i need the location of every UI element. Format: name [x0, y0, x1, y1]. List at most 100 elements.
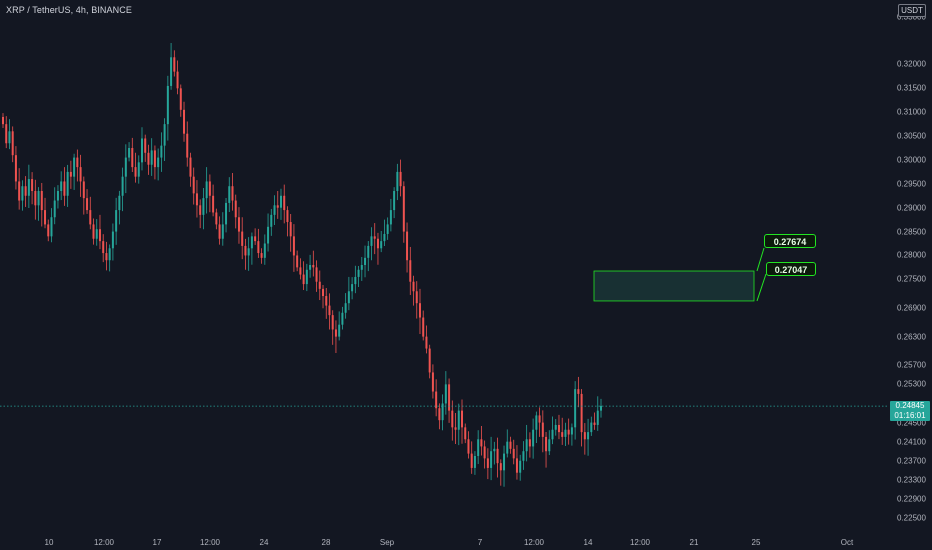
candle-body[interactable]: [47, 224, 50, 237]
symbol-title[interactable]: XRP / TetherUS, 4h, BINANCE: [6, 5, 132, 15]
candle-body[interactable]: [364, 257, 367, 265]
candle-body[interactable]: [163, 124, 166, 146]
candle-body[interactable]: [179, 88, 182, 110]
candle-body[interactable]: [496, 448, 499, 464]
candle-body[interactable]: [228, 186, 231, 203]
candle-body[interactable]: [493, 448, 496, 452]
candle-body[interactable]: [422, 317, 425, 337]
candle-body[interactable]: [86, 198, 89, 211]
candle-body[interactable]: [189, 157, 192, 177]
candle-body[interactable]: [334, 329, 337, 337]
candle-body[interactable]: [441, 403, 444, 421]
candle-body[interactable]: [208, 181, 211, 196]
candle-body[interactable]: [331, 315, 334, 330]
candle-body[interactable]: [399, 171, 402, 187]
candle-body[interactable]: [267, 226, 270, 244]
candle-body[interactable]: [486, 458, 489, 468]
candle-body[interactable]: [428, 348, 431, 373]
candle-body[interactable]: [283, 195, 286, 211]
candle-body[interactable]: [406, 231, 409, 261]
candle-body[interactable]: [69, 171, 72, 177]
price-range-box[interactable]: [593, 270, 755, 302]
candle-body[interactable]: [11, 131, 14, 156]
candle-body[interactable]: [409, 260, 412, 282]
candle-body[interactable]: [121, 176, 124, 196]
candle-body[interactable]: [522, 451, 525, 461]
candle-body[interactable]: [580, 393, 583, 433]
candle-body[interactable]: [95, 229, 98, 239]
candle-body[interactable]: [402, 186, 405, 232]
candle-body[interactable]: [473, 455, 476, 468]
candle-body[interactable]: [202, 198, 205, 215]
candle-body[interactable]: [221, 224, 224, 239]
candle-body[interactable]: [98, 229, 101, 242]
candle-body[interactable]: [396, 171, 399, 191]
candle-body[interactable]: [564, 429, 567, 437]
candle-body[interactable]: [160, 145, 163, 158]
candle-body[interactable]: [76, 157, 79, 168]
candle-body[interactable]: [173, 57, 176, 72]
candle-body[interactable]: [389, 210, 392, 225]
candle-body[interactable]: [477, 439, 480, 456]
candle-body[interactable]: [218, 224, 221, 239]
candle-body[interactable]: [73, 157, 76, 177]
candle-body[interactable]: [360, 265, 363, 270]
candle-body[interactable]: [131, 148, 134, 168]
candle-body[interactable]: [134, 167, 137, 177]
candle-body[interactable]: [53, 200, 56, 218]
candle-body[interactable]: [583, 432, 586, 440]
candle-body[interactable]: [115, 210, 118, 232]
candle-body[interactable]: [257, 241, 260, 254]
candle-body[interactable]: [312, 265, 315, 268]
candle-body[interactable]: [296, 255, 299, 268]
candle-body[interactable]: [535, 415, 538, 430]
candle-body[interactable]: [37, 190, 40, 206]
candle-body[interactable]: [199, 205, 202, 215]
candle-body[interactable]: [137, 162, 140, 177]
candle-body[interactable]: [5, 124, 8, 144]
candle-body[interactable]: [415, 291, 418, 304]
candle-body[interactable]: [519, 460, 522, 473]
candle-body[interactable]: [367, 245, 370, 258]
candle-body[interactable]: [357, 269, 360, 277]
candle-body[interactable]: [186, 133, 189, 158]
candle-body[interactable]: [593, 422, 596, 425]
candle-body[interactable]: [102, 241, 105, 254]
candle-body[interactable]: [561, 432, 564, 437]
candle-body[interactable]: [554, 424, 557, 430]
candle-body[interactable]: [451, 410, 454, 428]
candle-body[interactable]: [105, 253, 108, 261]
candle-body[interactable]: [328, 305, 331, 316]
candle-body[interactable]: [457, 410, 460, 430]
candle-body[interactable]: [444, 384, 447, 404]
candle-body[interactable]: [260, 253, 263, 258]
candle-body[interactable]: [461, 410, 464, 428]
candle-body[interactable]: [464, 427, 467, 440]
candle-body[interactable]: [499, 463, 502, 471]
candle-body[interactable]: [56, 190, 59, 201]
candle-body[interactable]: [325, 296, 328, 306]
candle-body[interactable]: [40, 190, 43, 211]
candle-body[interactable]: [286, 210, 289, 223]
callout-lower-price[interactable]: 0.27047: [766, 262, 816, 276]
candle-body[interactable]: [315, 267, 318, 282]
candle-body[interactable]: [183, 109, 186, 134]
candle-body[interactable]: [318, 281, 321, 289]
candle-body[interactable]: [60, 181, 63, 191]
candle-body[interactable]: [532, 429, 535, 447]
candle-body[interactable]: [512, 448, 515, 459]
candle-body[interactable]: [144, 138, 147, 153]
candle-body[interactable]: [577, 389, 580, 394]
candle-body[interactable]: [292, 236, 295, 256]
candle-body[interactable]: [503, 453, 506, 471]
candle-body[interactable]: [166, 85, 169, 125]
candle-body[interactable]: [14, 155, 17, 182]
candle-body[interactable]: [263, 243, 266, 258]
candle-body[interactable]: [34, 190, 37, 206]
candle-body[interactable]: [66, 171, 69, 196]
candle-body[interactable]: [412, 281, 415, 292]
candle-body[interactable]: [454, 427, 457, 430]
candle-body[interactable]: [108, 248, 111, 261]
candle-body[interactable]: [551, 429, 554, 440]
candle-body[interactable]: [370, 236, 373, 246]
